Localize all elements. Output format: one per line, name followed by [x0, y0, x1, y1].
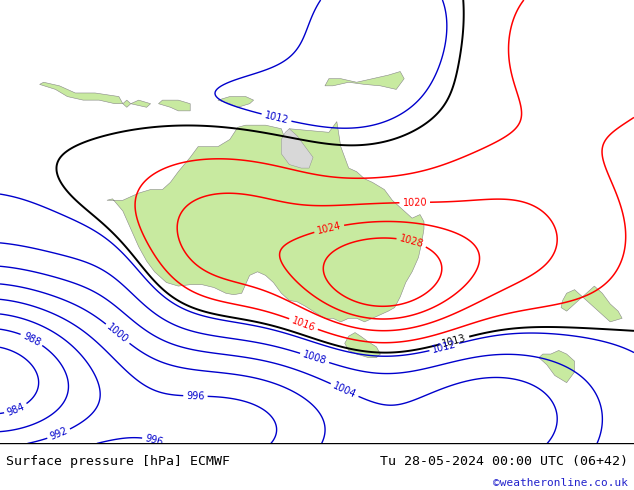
Polygon shape	[158, 100, 190, 111]
Text: 996: 996	[144, 433, 164, 447]
Text: 988: 988	[22, 331, 42, 348]
Text: 1020: 1020	[403, 197, 427, 208]
Text: 1004: 1004	[332, 380, 358, 400]
Text: 1016: 1016	[290, 315, 317, 333]
Polygon shape	[345, 333, 380, 358]
Polygon shape	[40, 82, 123, 104]
Text: 984: 984	[6, 401, 26, 417]
Text: 1012: 1012	[263, 110, 290, 125]
Text: 1008: 1008	[301, 349, 328, 367]
Polygon shape	[561, 286, 622, 322]
Text: Surface pressure [hPa] ECMWF: Surface pressure [hPa] ECMWF	[6, 455, 230, 467]
Text: ©weatheronline.co.uk: ©weatheronline.co.uk	[493, 478, 628, 488]
Polygon shape	[281, 129, 313, 168]
Polygon shape	[325, 72, 404, 89]
Polygon shape	[123, 100, 131, 107]
Text: 1012: 1012	[431, 339, 458, 355]
Text: 996: 996	[186, 391, 205, 401]
Text: 1013: 1013	[441, 333, 467, 348]
Text: 1028: 1028	[398, 233, 425, 250]
Text: 1000: 1000	[105, 322, 131, 345]
Polygon shape	[539, 350, 574, 383]
Polygon shape	[131, 100, 151, 107]
Text: 992: 992	[48, 426, 69, 442]
Text: Tu 28-05-2024 00:00 UTC (06+42): Tu 28-05-2024 00:00 UTC (06+42)	[380, 455, 628, 467]
Text: 1024: 1024	[316, 220, 342, 236]
Polygon shape	[107, 122, 424, 322]
Polygon shape	[218, 97, 254, 107]
